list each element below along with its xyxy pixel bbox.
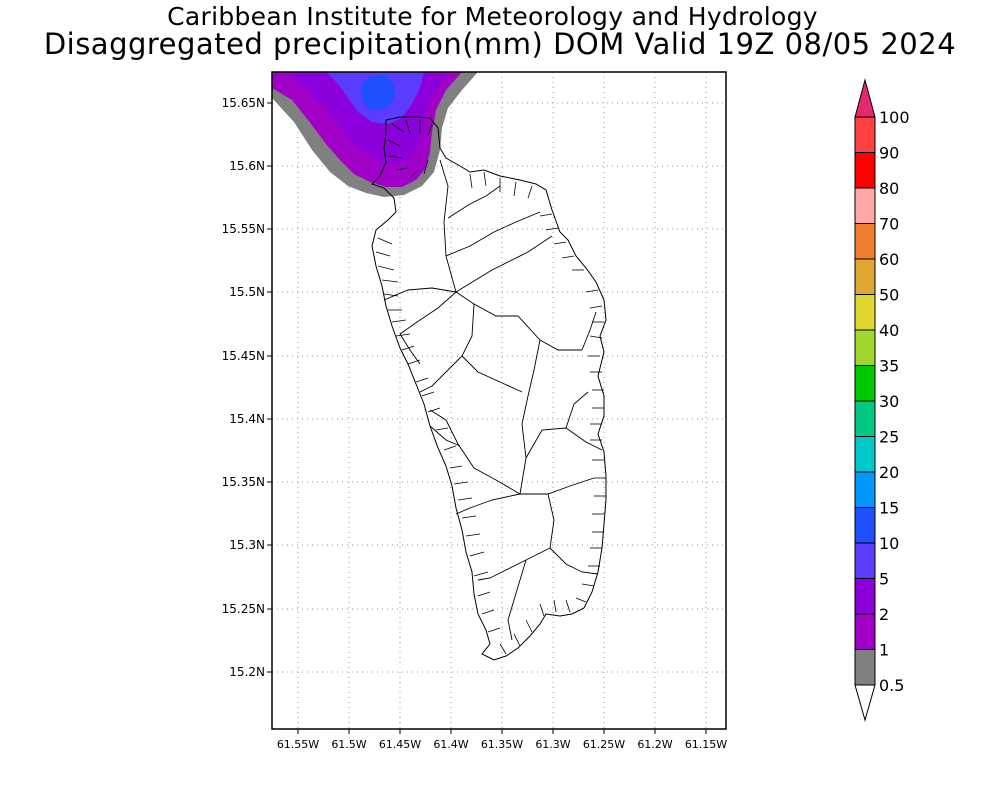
- latitude-tick-label: 15.45N: [222, 349, 265, 363]
- colorbar-swatch: [854, 542, 876, 579]
- longitude-tick-label: 61.4W: [433, 738, 468, 751]
- colorbar-swatch: [854, 258, 876, 295]
- colorbar-label: 0.5: [879, 676, 904, 695]
- latitude-tick-label: 15.6N: [229, 159, 265, 173]
- latitude-tick-label: 15.2N: [229, 665, 265, 679]
- colorbar-label: 40: [879, 321, 899, 340]
- latitude-tick-label: 15.4N: [229, 412, 265, 426]
- colorbar-label: 10: [879, 534, 899, 553]
- latitude-tick-label: 15.5N: [229, 285, 265, 299]
- latitude-labels: 15.65N 15.6N 15.55N 15.5N 15.45N 15.4N 15.35N 1…: [222, 96, 272, 679]
- latitude-tick-label: 15.55N: [222, 222, 265, 236]
- longitude-tick-label: 61.45W: [379, 738, 421, 751]
- longitude-tick-label: 61.55W: [277, 738, 319, 751]
- colorbar-label: 50: [879, 286, 899, 305]
- colorbar-label: 90: [879, 144, 899, 163]
- precip-10-15-area: [361, 75, 395, 111]
- colorbar: 100 90 80 70 60 50 40 35 30 25 20 15 10 5 2 1 0.5: [854, 78, 910, 722]
- colorbar-swatch: [854, 294, 876, 331]
- colorbar-label: 25: [879, 428, 899, 447]
- colorbar-swatch: [854, 223, 876, 260]
- latitude-tick-label: 15.35N: [222, 475, 265, 489]
- colorbar-label: 35: [879, 357, 899, 376]
- longitude-tick-label: 61.25W: [583, 738, 625, 751]
- watershed-boundaries: [383, 159, 603, 641]
- latitude-tick-label: 15.25N: [222, 602, 265, 616]
- island-outline: [371, 116, 607, 661]
- colorbar-swatch: [854, 649, 876, 686]
- colorbar-label: 30: [879, 392, 899, 411]
- colorbar-swatch: [854, 507, 876, 544]
- colorbar-label: 1: [879, 641, 889, 660]
- colorbar-label: 60: [879, 250, 899, 269]
- colorbar-swatch: [854, 187, 876, 224]
- colorbar-label: 5: [879, 570, 889, 589]
- colorbar-swatch: [854, 684, 876, 722]
- map-frame: [271, 71, 727, 730]
- dominica-coastline: [371, 116, 607, 661]
- colorbar-label: 70: [879, 215, 899, 234]
- colorbar-swatch: [854, 329, 876, 366]
- colorbar-swatch: [854, 578, 876, 615]
- colorbar-label: 100: [879, 108, 910, 127]
- longitude-tick-label: 61.15W: [685, 738, 727, 751]
- longitude-tick-label: 61.5W: [331, 738, 366, 751]
- colorbar-swatch: [854, 116, 876, 153]
- longitude-labels: 61.55W 61.5W 61.45W 61.4W 61.35W 61.3W 61.25W 6…: [277, 729, 727, 751]
- colorbar-label: 20: [879, 463, 899, 482]
- longitude-tick-label: 61.35W: [481, 738, 523, 751]
- chart-subtitle: Disaggregated precipitation(mm) DOM Vali…: [43, 27, 957, 61]
- colorbar-swatch: [854, 436, 876, 473]
- colorbar-label: 80: [879, 179, 899, 198]
- colorbar-swatch: [854, 152, 876, 189]
- colorbar-swatch: [854, 400, 876, 437]
- coastal-rivers: [375, 119, 606, 655]
- colorbar-swatch: [854, 613, 876, 650]
- colorbar-label: 2: [879, 605, 889, 624]
- longitude-tick-label: 61.3W: [535, 738, 570, 751]
- latitude-tick-label: 15.3N: [229, 538, 265, 552]
- colorbar-swatch: [854, 365, 876, 402]
- latitude-tick-label: 15.65N: [222, 96, 265, 110]
- colorbar-swatch: [854, 471, 876, 508]
- colorbar-label: 15: [879, 499, 899, 518]
- longitude-tick-label: 61.2W: [637, 738, 672, 751]
- chart-title: Caribbean Institute for Meteorology and …: [167, 2, 818, 31]
- colorbar-swatch: [854, 78, 876, 118]
